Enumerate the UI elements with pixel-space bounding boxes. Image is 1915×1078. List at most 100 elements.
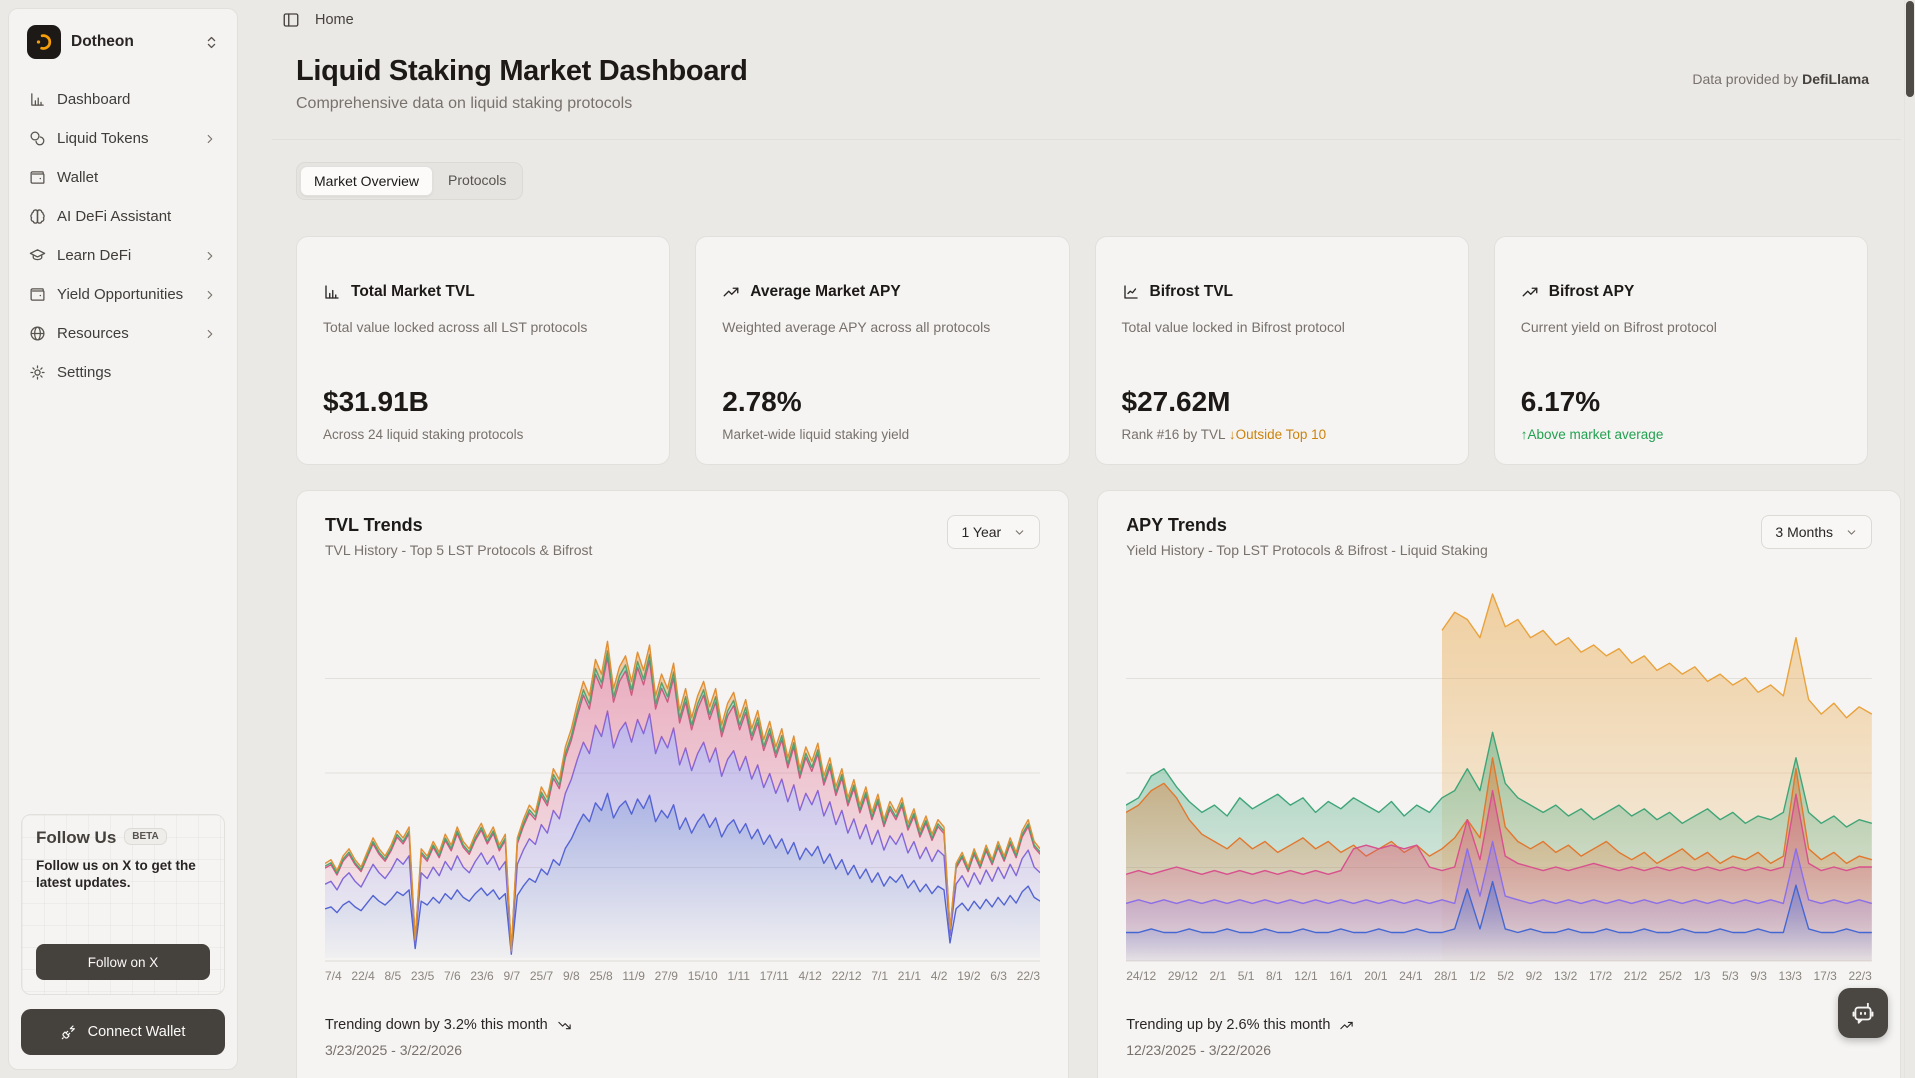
rank-status-badge: ↓Outside Top 10 bbox=[1229, 427, 1326, 442]
stat-card-bifrost-apy: Bifrost APY Current yield on Bifrost pro… bbox=[1494, 236, 1868, 465]
stat-value: $27.62M bbox=[1122, 386, 1231, 418]
x-tick-label: 21/2 bbox=[1624, 969, 1647, 983]
chevron-down-icon bbox=[1845, 526, 1858, 539]
data-provider-brand: DefiLlama bbox=[1802, 71, 1869, 87]
stat-card-total-market-tvl: Total Market TVL Total value locked acro… bbox=[296, 236, 670, 465]
apy-range-select[interactable]: 3 Months bbox=[1761, 515, 1872, 549]
breadcrumb-home[interactable]: Home bbox=[315, 12, 354, 28]
x-tick-label: 8/5 bbox=[384, 969, 401, 983]
scrollbar-thumb[interactable] bbox=[1906, 1, 1914, 97]
tvl-trends-card: TVL Trends TVL History - Top 5 LST Proto… bbox=[296, 490, 1069, 1078]
sidebar-item-ai-defi-assistant[interactable]: AI DeFi Assistant bbox=[21, 200, 225, 233]
x-tick-label: 4/2 bbox=[931, 969, 948, 983]
x-tick-label: 7/4 bbox=[325, 969, 342, 983]
apy-area-chart: 24/1229/122/15/18/112/116/120/124/128/11… bbox=[1126, 584, 1872, 983]
x-axis-tick-labels: 7/422/48/523/57/623/69/725/79/825/811/92… bbox=[325, 969, 1040, 983]
x-tick-label: 9/2 bbox=[1526, 969, 1543, 983]
x-tick-label: 29/12 bbox=[1168, 969, 1198, 983]
x-tick-label: 13/3 bbox=[1779, 969, 1802, 983]
sidebar-item-liquid-tokens[interactable]: Liquid Tokens bbox=[21, 122, 225, 155]
chevron-down-icon bbox=[1013, 526, 1026, 539]
sidebar-item-learn-defi[interactable]: Learn DeFi bbox=[21, 239, 225, 272]
gear-icon bbox=[29, 364, 46, 381]
page-header: Liquid Staking Market Dashboard Comprehe… bbox=[296, 55, 1869, 113]
sidebar-item-settings[interactable]: Settings bbox=[21, 356, 225, 389]
x-tick-label: 22/3 bbox=[1017, 969, 1040, 983]
stat-note: Across 24 liquid staking protocols bbox=[323, 427, 523, 442]
sidebar-item-label: Learn DeFi bbox=[57, 247, 131, 264]
x-tick-label: 25/7 bbox=[530, 969, 553, 983]
trending-up-icon bbox=[1339, 1018, 1354, 1033]
x-tick-label: 1/11 bbox=[727, 969, 749, 983]
x-tick-label: 17/2 bbox=[1589, 969, 1612, 983]
x-tick-label: 9/7 bbox=[503, 969, 520, 983]
x-tick-label: 15/10 bbox=[688, 969, 718, 983]
sidebar-item-label: Settings bbox=[57, 364, 111, 381]
x-tick-label: 25/8 bbox=[589, 969, 612, 983]
stat-cards-row: Total Market TVL Total value locked acro… bbox=[296, 236, 1868, 465]
sidebar-nav: Dashboard Liquid Tokens Wallet AI DeFi A… bbox=[21, 83, 225, 389]
sidebar-item-dashboard[interactable]: Dashboard bbox=[21, 83, 225, 116]
sidebar-item-label: Liquid Tokens bbox=[57, 130, 148, 147]
sidebar-item-resources[interactable]: Resources bbox=[21, 317, 225, 350]
stat-card-bifrost-tvl: Bifrost TVL Total value locked in Bifros… bbox=[1095, 236, 1469, 465]
follow-on-x-button[interactable]: Follow on X bbox=[36, 944, 210, 980]
view-tabs: Market Overview Protocols bbox=[296, 162, 523, 200]
x-tick-label: 5/1 bbox=[1238, 969, 1255, 983]
x-tick-label: 8/1 bbox=[1266, 969, 1283, 983]
x-axis-tick-labels: 24/1229/122/15/18/112/116/120/124/128/11… bbox=[1126, 969, 1872, 983]
tab-market-overview[interactable]: Market Overview bbox=[300, 166, 433, 196]
chevrons-up-down-icon bbox=[204, 35, 219, 50]
robot-chat-icon bbox=[1850, 1000, 1876, 1026]
brand-name: Dotheon bbox=[71, 33, 194, 51]
page-title: Liquid Staking Market Dashboard bbox=[296, 55, 748, 88]
sidebar-item-label: AI DeFi Assistant bbox=[57, 208, 171, 225]
chevron-right-icon bbox=[203, 249, 217, 263]
header-divider bbox=[272, 139, 1901, 140]
x-tick-label: 11/9 bbox=[622, 969, 644, 983]
x-tick-label: 5/2 bbox=[1497, 969, 1514, 983]
tvl-area-chart: 7/422/48/523/57/623/69/725/79/825/811/92… bbox=[325, 584, 1040, 983]
x-tick-label: 25/2 bbox=[1659, 969, 1682, 983]
chart-subtitle: Yield History - Top LST Protocols & Bifr… bbox=[1126, 542, 1488, 558]
tab-protocols[interactable]: Protocols bbox=[435, 166, 519, 196]
stat-value: 6.17% bbox=[1521, 386, 1600, 418]
apy-trends-card: APY Trends Yield History - Top LST Proto… bbox=[1097, 490, 1901, 1078]
x-tick-label: 22/3 bbox=[1848, 969, 1871, 983]
trending-up-icon bbox=[1521, 283, 1539, 301]
x-tick-label: 2/1 bbox=[1209, 969, 1226, 983]
x-tick-label: 6/3 bbox=[990, 969, 1007, 983]
x-tick-label: 28/1 bbox=[1434, 969, 1457, 983]
connect-wallet-button[interactable]: Connect Wallet bbox=[21, 1009, 225, 1055]
x-tick-label: 13/2 bbox=[1554, 969, 1577, 983]
chevron-right-icon bbox=[203, 132, 217, 146]
x-tick-label: 9/8 bbox=[563, 969, 580, 983]
x-tick-label: 22/4 bbox=[351, 969, 374, 983]
x-tick-label: 5/3 bbox=[1722, 969, 1739, 983]
breadcrumb: Home bbox=[282, 11, 1915, 29]
stat-description: Weighted average APY across all protocol… bbox=[722, 319, 1042, 335]
scrollbar-track[interactable] bbox=[1904, 0, 1915, 1078]
app-root: Dotheon Dashboard Liquid Tokens Wallet A… bbox=[0, 0, 1915, 1078]
chat-assistant-button[interactable] bbox=[1838, 988, 1888, 1038]
chart-trend-note: Trending down by 3.2% this month bbox=[325, 1017, 1040, 1033]
trending-up-icon bbox=[722, 283, 740, 301]
stat-note: ↑Above market average bbox=[1521, 427, 1664, 442]
sidebar-item-wallet[interactable]: Wallet bbox=[21, 161, 225, 194]
sidebar-item-label: Dashboard bbox=[57, 91, 130, 108]
chart-title: TVL Trends bbox=[325, 515, 592, 536]
sidebar-item-yield-opportunities[interactable]: Yield Opportunities bbox=[21, 278, 225, 311]
main-content: Home Liquid Staking Market Dashboard Com… bbox=[238, 0, 1915, 1078]
x-tick-label: 27/9 bbox=[655, 969, 678, 983]
beta-badge: BETA bbox=[124, 828, 166, 845]
sidebar-item-label: Resources bbox=[57, 325, 129, 342]
stat-note: Rank #16 by TVL ↓Outside Top 10 bbox=[1122, 427, 1327, 442]
x-tick-label: 7/6 bbox=[444, 969, 461, 983]
tvl-range-select[interactable]: 1 Year bbox=[947, 515, 1040, 549]
x-tick-label: 12/1 bbox=[1294, 969, 1317, 983]
sidebar-item-label: Yield Opportunities bbox=[57, 286, 183, 303]
panel-left-icon[interactable] bbox=[282, 11, 300, 29]
stat-note: Market-wide liquid staking yield bbox=[722, 427, 909, 442]
brand-switcher[interactable]: Dotheon bbox=[21, 23, 225, 61]
apy-status-badge: ↑Above market average bbox=[1521, 427, 1664, 442]
